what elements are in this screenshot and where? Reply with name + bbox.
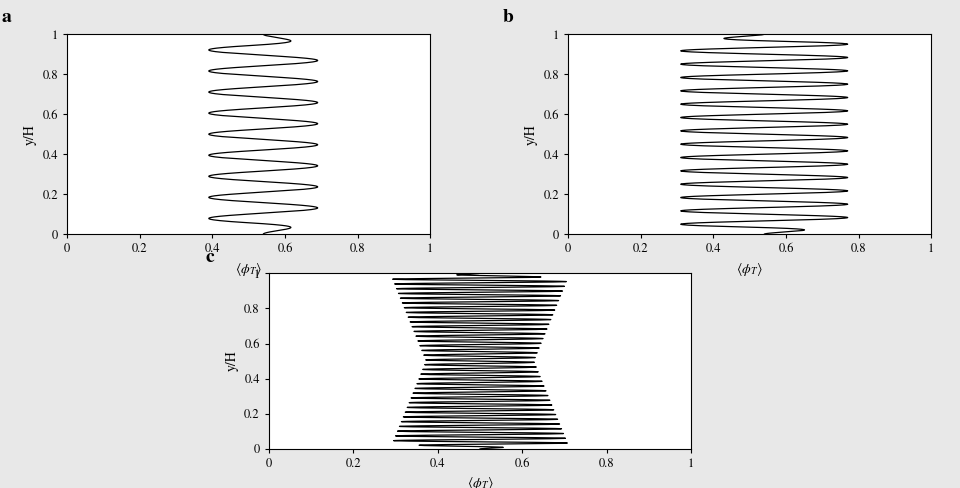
Text: c: c [205, 249, 214, 266]
Y-axis label: y/H: y/H [24, 124, 37, 144]
Y-axis label: y/H: y/H [226, 351, 239, 371]
X-axis label: $\langle \phi_T \rangle$: $\langle \phi_T \rangle$ [235, 261, 262, 278]
X-axis label: $\langle \phi_T \rangle$: $\langle \phi_T \rangle$ [736, 261, 763, 278]
X-axis label: $\langle \phi_T \rangle$: $\langle \phi_T \rangle$ [467, 475, 493, 488]
Text: b: b [503, 9, 514, 26]
Y-axis label: y/H: y/H [524, 124, 538, 144]
Text: a: a [2, 9, 12, 26]
